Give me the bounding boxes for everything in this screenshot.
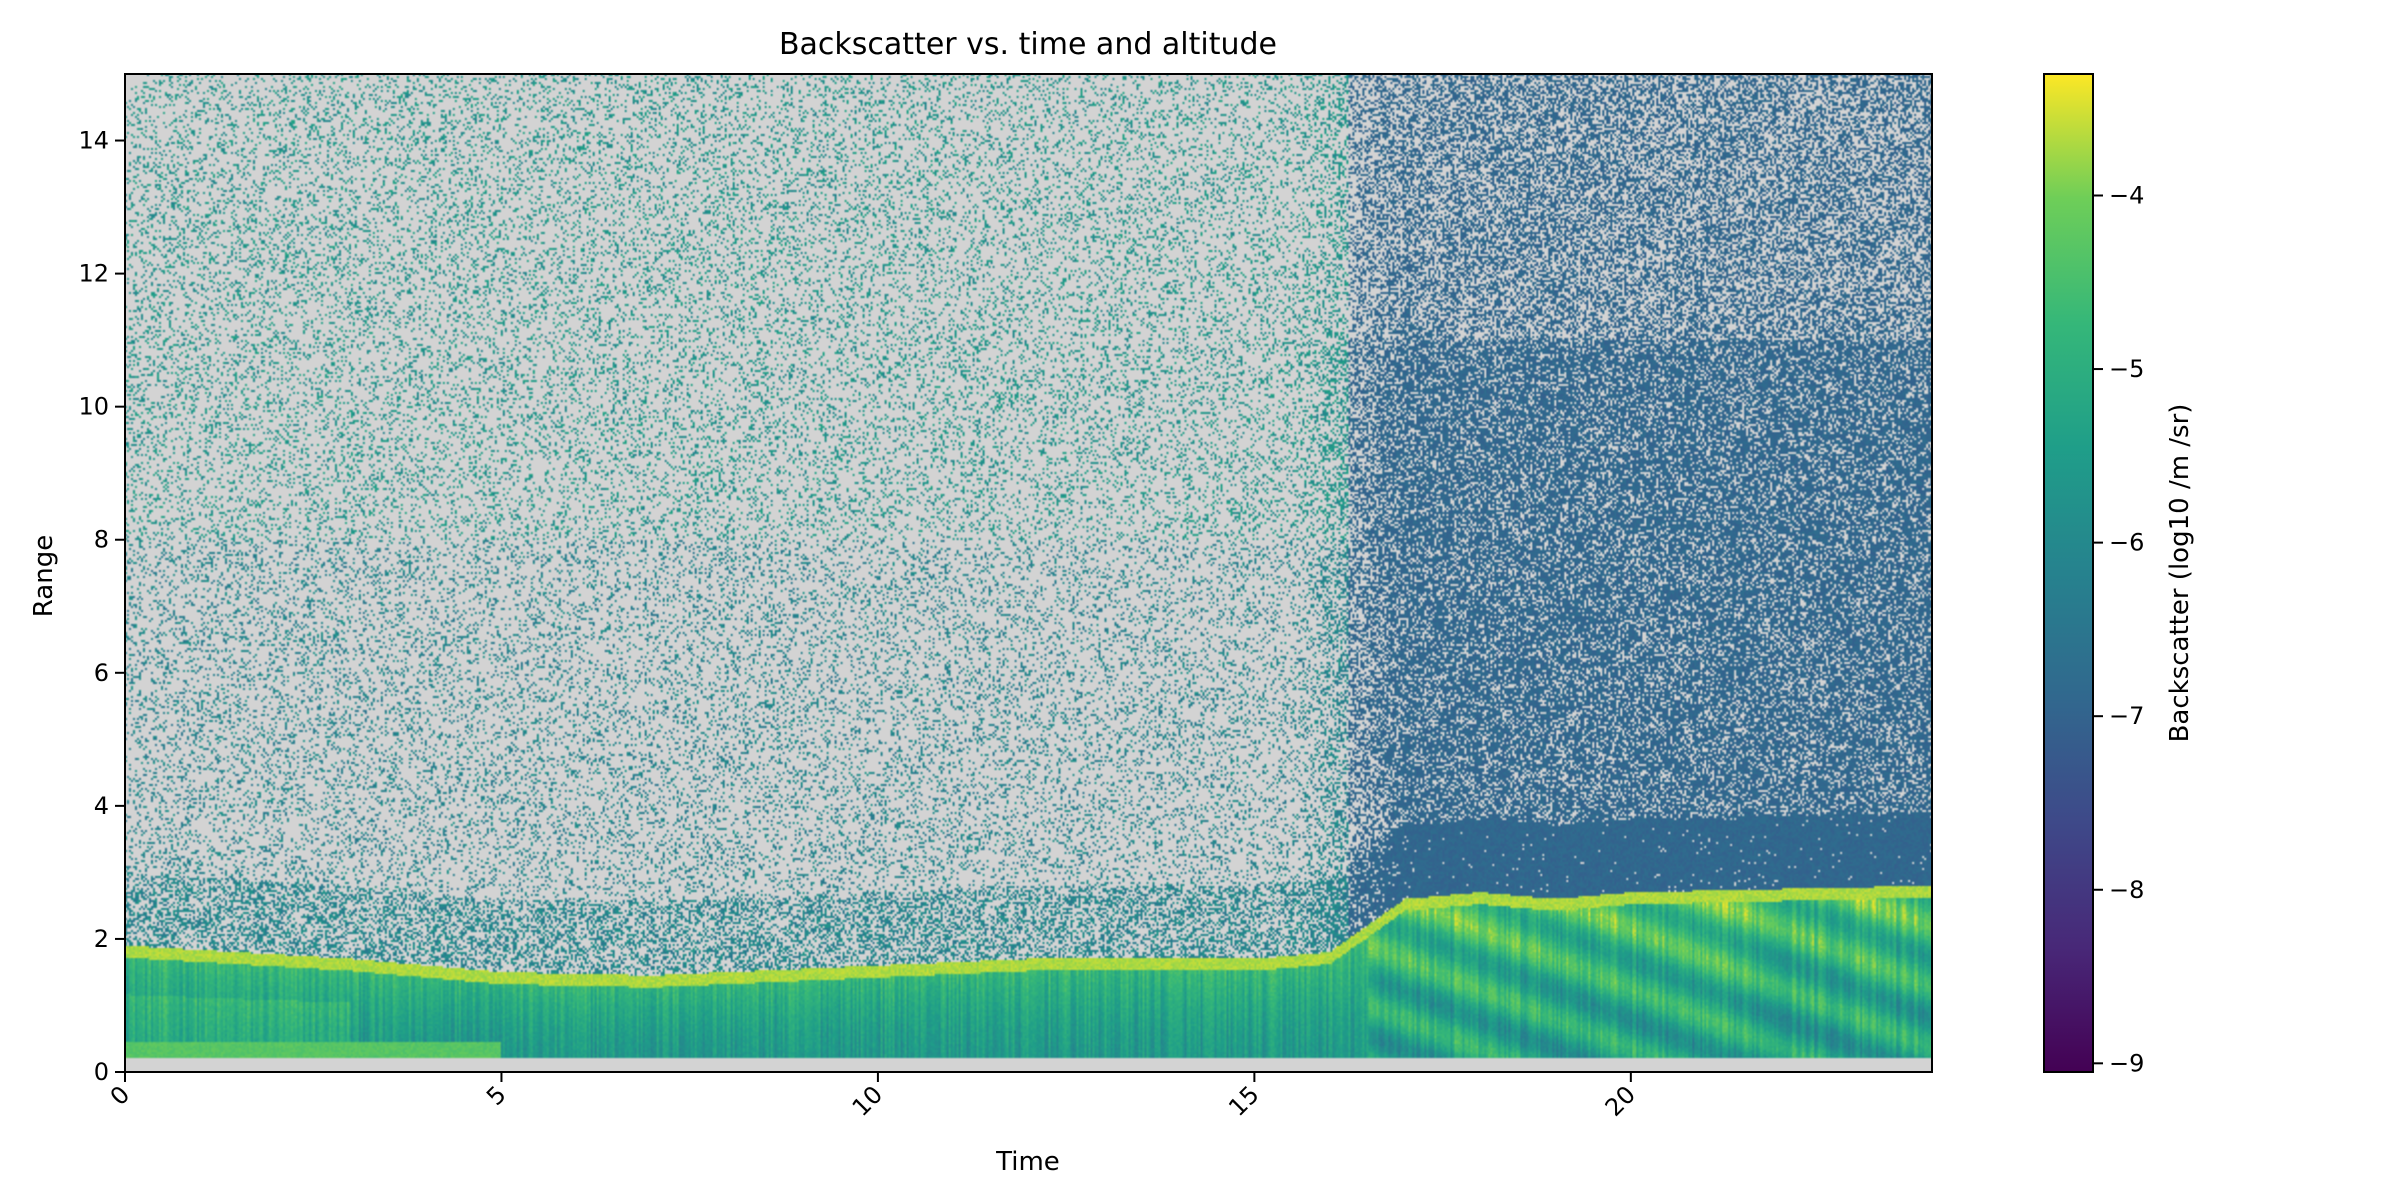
colorbar-tick-label: −7 bbox=[2109, 702, 2144, 730]
colorbar-ticks: −9 −8 −7 −6 −5 −4 bbox=[2093, 181, 2144, 1077]
colorbar-tick-label: −8 bbox=[2109, 876, 2144, 904]
y-tick-label: 0 bbox=[94, 1058, 109, 1086]
y-tick-label: 4 bbox=[94, 792, 109, 820]
colorbar-tick-label: −9 bbox=[2109, 1049, 2144, 1077]
plot-frame bbox=[124, 73, 1933, 1073]
chart-title: Backscatter vs. time and altitude bbox=[779, 27, 1277, 62]
y-tick-label: 10 bbox=[78, 393, 109, 421]
x-tick-label: 5 bbox=[481, 1080, 512, 1111]
x-tick-label: 20 bbox=[1600, 1080, 1641, 1121]
x-tick-label: 0 bbox=[105, 1080, 136, 1111]
x-axis-ticks: 0 5 10 15 20 bbox=[105, 1072, 1641, 1122]
y-axis-ticks: 0 2 4 6 8 10 12 14 bbox=[78, 127, 125, 1086]
x-axis-label: Time bbox=[995, 1147, 1060, 1177]
y-axis-label: Range bbox=[29, 535, 59, 617]
y-tick-label: 12 bbox=[78, 260, 109, 288]
colorbar-tick-label: −5 bbox=[2109, 355, 2144, 383]
heatmap-area bbox=[125, 74, 1932, 1072]
y-tick-label: 6 bbox=[94, 659, 109, 687]
y-tick-label: 14 bbox=[78, 127, 109, 155]
backscatter-heatmap bbox=[125, 74, 1932, 1072]
x-tick-label: 15 bbox=[1223, 1080, 1264, 1121]
colorbar-label: Backscatter (log10 /m /sr) bbox=[2165, 404, 2195, 743]
colorbar-tick-label: −4 bbox=[2109, 181, 2144, 209]
colorbar-tick-label: −6 bbox=[2109, 529, 2144, 557]
y-tick-label: 2 bbox=[94, 925, 109, 953]
x-tick-label: 10 bbox=[847, 1080, 888, 1121]
y-tick-label: 8 bbox=[94, 526, 109, 554]
colorbar bbox=[2043, 73, 2094, 1073]
